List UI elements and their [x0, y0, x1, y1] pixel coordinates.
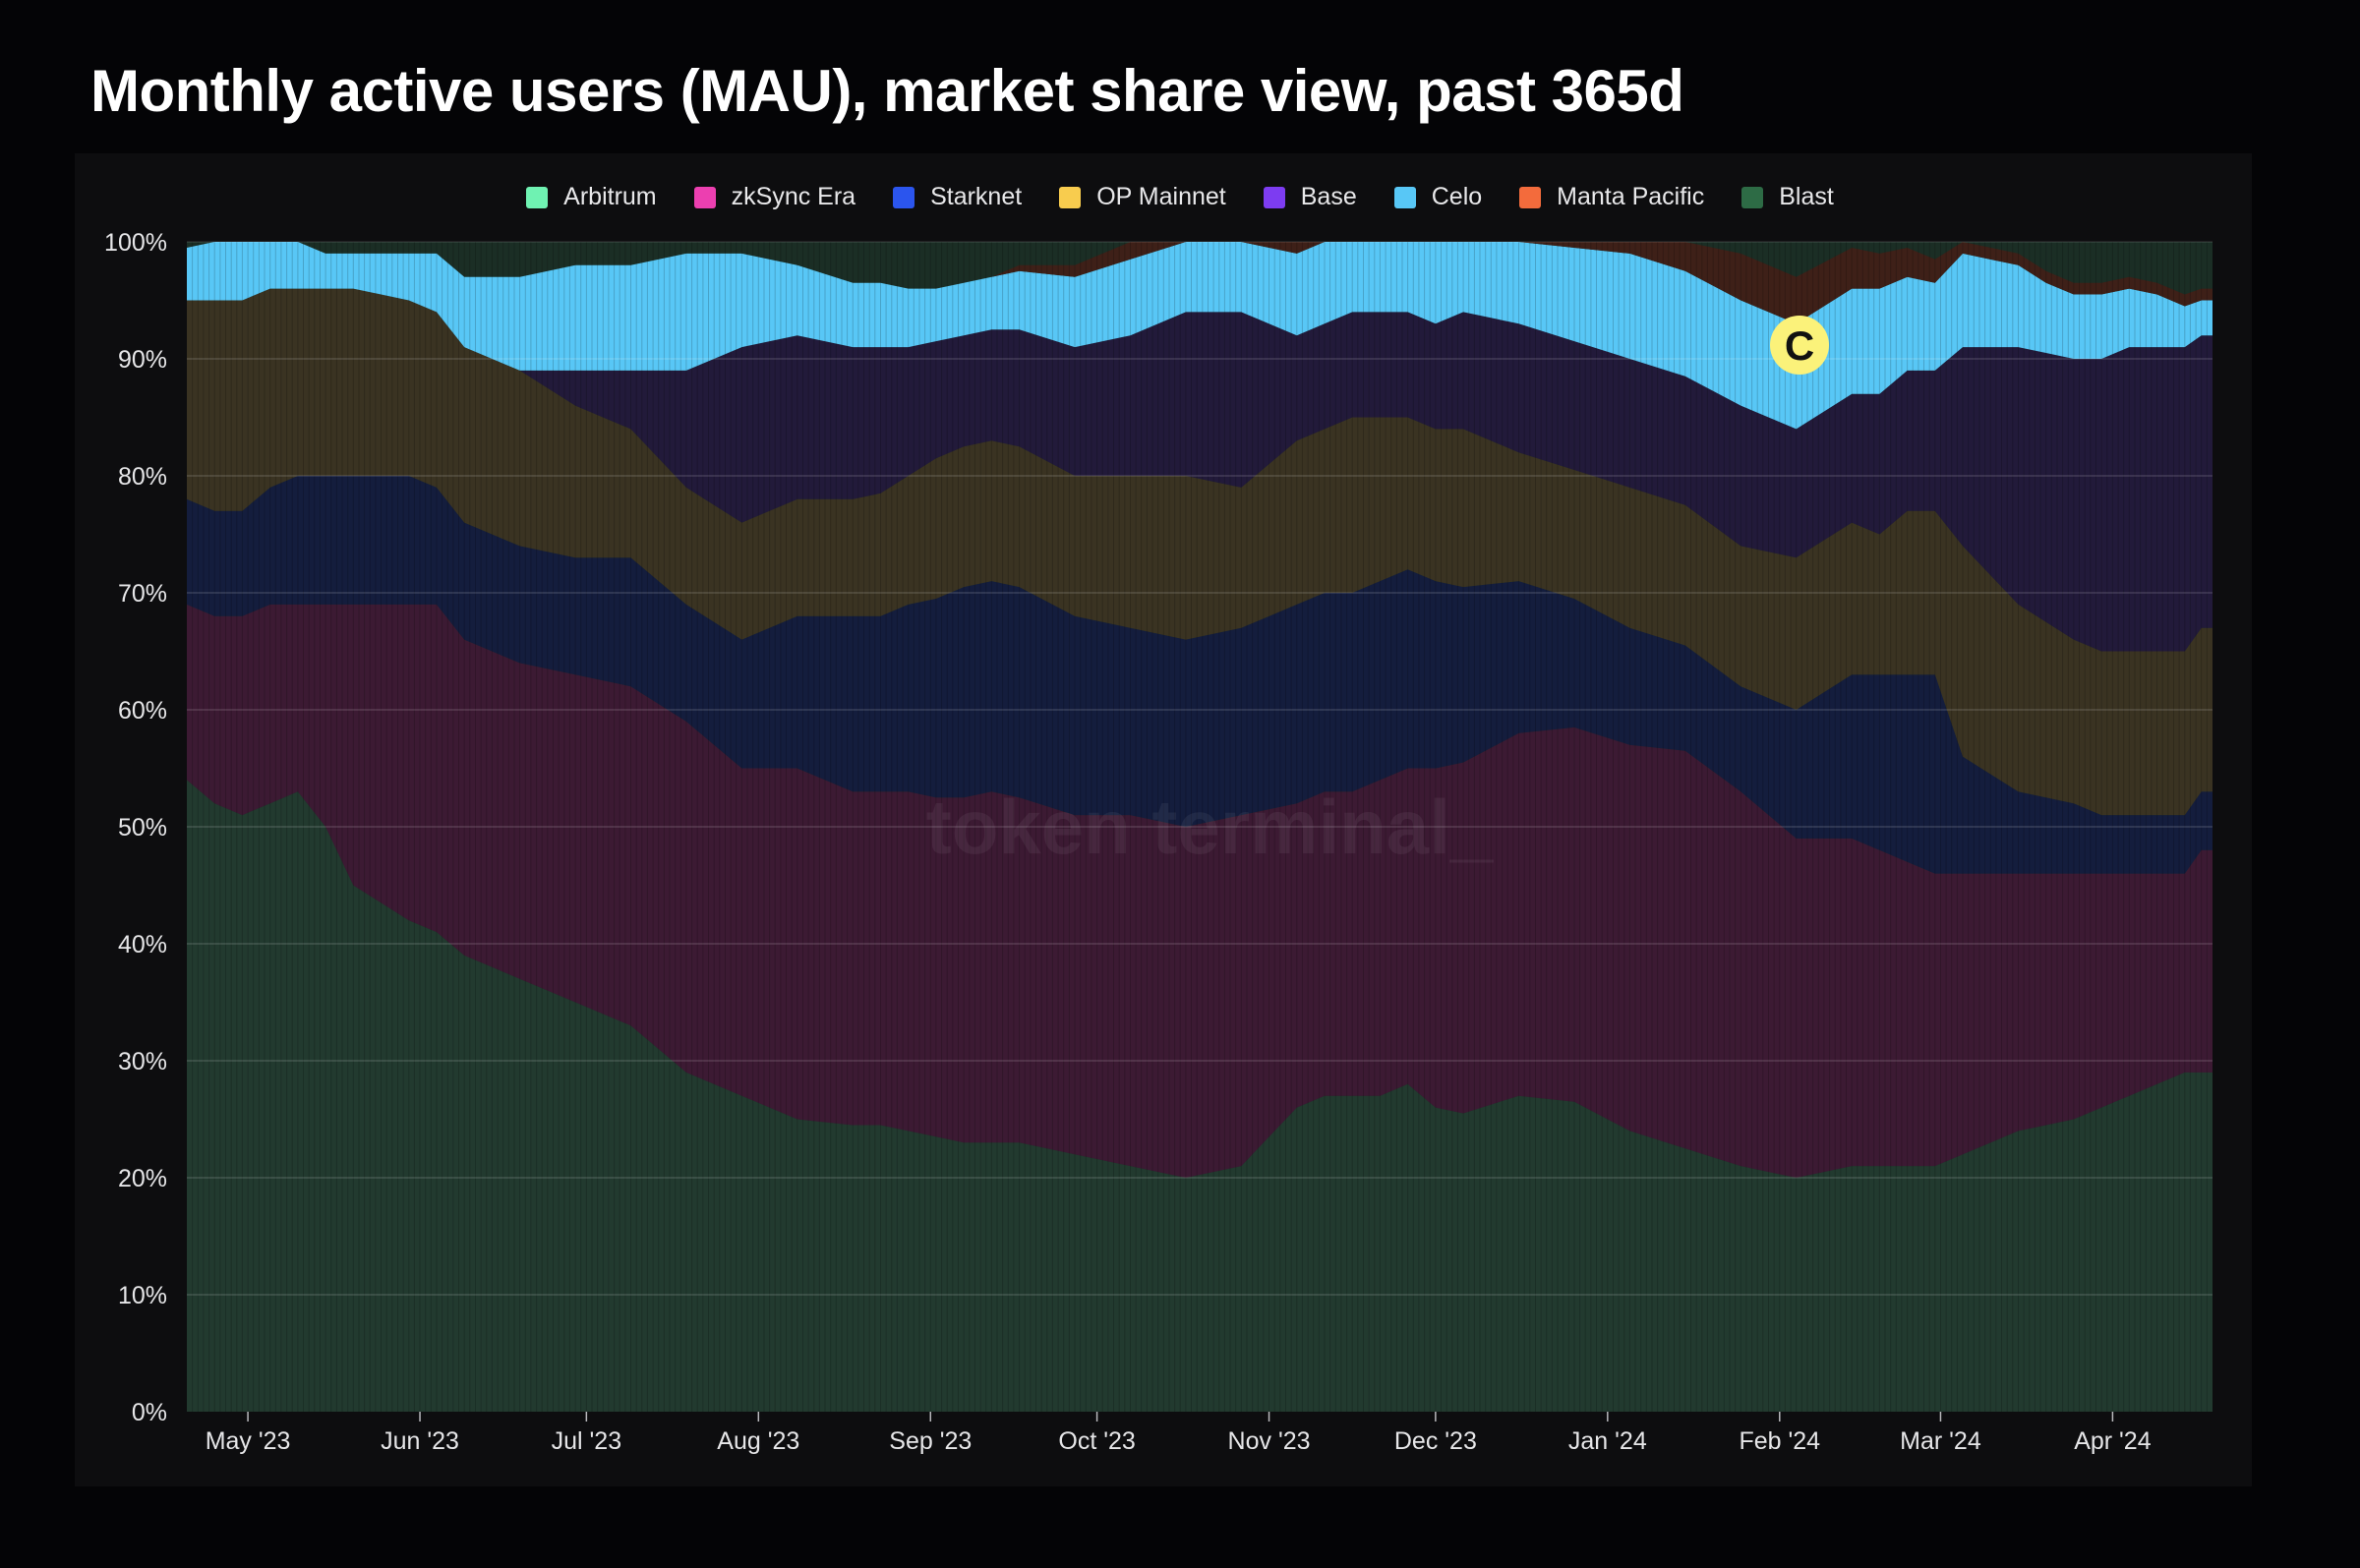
y-tick-label: 30% — [118, 1048, 167, 1075]
legend-swatch — [693, 186, 716, 208]
y-tick-label: 60% — [118, 697, 167, 725]
x-tick-label: Oct '23 — [1058, 1427, 1135, 1455]
x-tick-label: Feb '24 — [1739, 1427, 1820, 1455]
x-tick-label: Sep '23 — [889, 1427, 972, 1455]
y-tick-label: 100% — [104, 229, 167, 257]
legend-swatch — [1059, 186, 1082, 208]
legend-label: Blast — [1779, 183, 1834, 210]
watermark: token terminal_ — [926, 784, 1495, 870]
legend-item-blast[interactable]: Blast — [1741, 183, 1834, 211]
legend-label: Base — [1300, 183, 1357, 210]
x-tick-label: May '23 — [206, 1427, 291, 1455]
area-arbitrum — [187, 780, 2212, 1412]
celo-logo-letter: C — [1785, 322, 1814, 369]
legend-item-zksync-era[interactable]: zkSync Era — [693, 183, 856, 211]
x-tick-label: Jan '24 — [1568, 1427, 1647, 1455]
legend-item-manta-pacific[interactable]: Manta Pacific — [1519, 183, 1704, 211]
legend-label: Celo — [1431, 183, 1483, 210]
legend-swatch — [526, 186, 549, 208]
y-tick-label: 40% — [118, 931, 167, 958]
legend-swatch — [1741, 186, 1764, 208]
legend-swatch — [1519, 186, 1542, 208]
y-tick-label: 90% — [118, 346, 167, 374]
legend-swatch — [1393, 186, 1416, 208]
legend-swatch — [1263, 186, 1285, 208]
celo-logo-icon — [1770, 316, 1829, 375]
x-tick-label: Apr '24 — [2074, 1427, 2152, 1455]
y-tick-label: 70% — [118, 580, 167, 608]
y-tick-label: 50% — [118, 814, 167, 842]
legend-item-op-mainnet[interactable]: OP Mainnet — [1059, 183, 1226, 211]
y-tick-label: 80% — [118, 463, 167, 491]
legend-label: zkSync Era — [731, 183, 856, 210]
chart-legend: Arbitrum zkSync Era Starknet OP Mainnet Base… — [0, 183, 2360, 211]
legend-swatch — [893, 186, 915, 208]
area-starknet — [187, 476, 2212, 874]
y-tick-label: 20% — [118, 1165, 167, 1192]
y-tick-label: 10% — [118, 1282, 167, 1309]
x-tick-label: Nov '23 — [1228, 1427, 1311, 1455]
legend-item-starknet[interactable]: Starknet — [893, 183, 1022, 211]
area-base — [187, 288, 2212, 652]
legend-item-arbitrum[interactable]: Arbitrum — [526, 183, 657, 211]
legend-item-celo[interactable]: Celo — [1393, 183, 1483, 211]
area-zksync-era — [187, 604, 2212, 1178]
legend-label: Arbitrum — [563, 183, 657, 210]
y-tick-label: 0% — [132, 1399, 167, 1426]
x-tick-label: Jul '23 — [552, 1427, 621, 1455]
legend-label: Manta Pacific — [1557, 183, 1705, 210]
area-op-mainnet — [187, 288, 2212, 816]
legend-label: OP Mainnet — [1096, 183, 1226, 210]
chart-title: Monthly active users (MAU), market share… — [90, 58, 1684, 124]
area-manta-pacific — [187, 242, 2212, 324]
x-tick-label: Mar '24 — [1900, 1427, 1981, 1455]
bar-stripes — [192, 242, 2208, 1412]
x-tick-label: Jun '23 — [381, 1427, 459, 1455]
legend-item-base[interactable]: Base — [1263, 183, 1357, 211]
area-celo — [187, 242, 2212, 430]
x-tick-label: Dec '23 — [1394, 1427, 1477, 1455]
legend-label: Starknet — [930, 183, 1023, 210]
x-tick-label: Aug '23 — [717, 1427, 799, 1455]
